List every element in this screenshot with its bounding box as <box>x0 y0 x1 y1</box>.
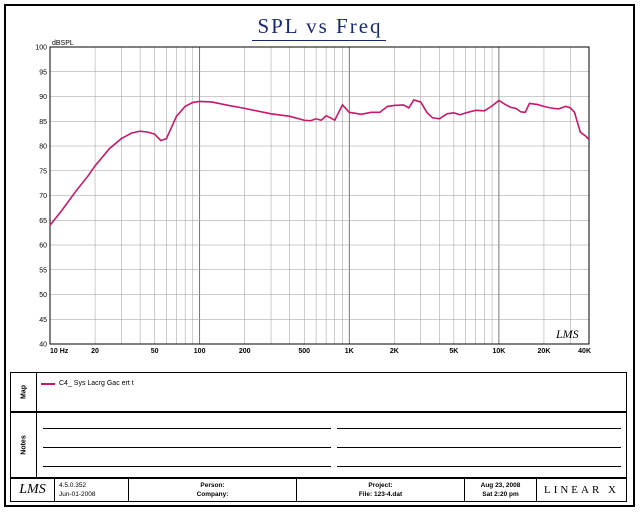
x-tick-label: 5K <box>449 348 458 355</box>
footer-version-cell: 4.5.0.352 Jun-01-2008 <box>55 479 129 501</box>
x-tick-label: 200 <box>239 348 251 355</box>
y-tick-label: 50 <box>39 292 47 299</box>
y-tick-labels: 40 45 50 55 60 65 70 75 80 85 90 95 100 <box>35 45 47 349</box>
x-tick-label: 500 <box>298 348 310 355</box>
legend-entry: C4_ Sys Lacrg Gac ert t <box>41 380 134 387</box>
footer-company: Company: <box>196 491 229 498</box>
map-panel: Map C4_ Sys Lacrg Gac ert t <box>10 372 627 412</box>
footer-project: Project: <box>368 482 393 489</box>
y-tick-label: 40 <box>39 342 47 349</box>
y-tick-label: 90 <box>39 94 47 101</box>
footer-brand-cell: LINEAR X <box>537 479 626 501</box>
y-tick-label: 80 <box>39 144 47 151</box>
y-tick-label: 60 <box>39 243 47 250</box>
footer-project-cell: Project: File: 123-4.dat <box>297 479 465 501</box>
x-tick-label: 10 Hz <box>50 348 69 355</box>
note-line <box>43 466 331 467</box>
x-tick-label: 20K <box>538 348 551 355</box>
x-tick-label: 1K <box>345 348 354 355</box>
y-tick-label: 75 <box>39 168 47 175</box>
lms-watermark: LMS <box>555 327 579 341</box>
x-tick-label: 40K <box>578 348 591 355</box>
footer-logo: LMS <box>19 482 46 497</box>
x-tick-label: 10K <box>492 348 505 355</box>
notes-panel: Notes <box>10 412 627 478</box>
footer-time: Sat 2:20 pm <box>482 491 519 498</box>
footer-date-cell: Aug 23, 2008 Sat 2:20 pm <box>465 479 537 501</box>
footer-version: 4.5.0.352 <box>59 482 87 489</box>
y-tick-label: 65 <box>39 218 47 225</box>
x-tick-label: 2K <box>390 348 399 355</box>
x-tick-label: 20 <box>91 348 99 355</box>
note-line <box>337 466 621 467</box>
note-line <box>337 428 621 429</box>
x-tick-labels: 10 Hz 20 50 100 200 500 1K 2K 5K 10K 20K 40K <box>50 348 591 355</box>
note-line <box>337 447 621 448</box>
footer-person: Person: <box>200 482 225 489</box>
chart-grid <box>49 46 590 345</box>
y-tick-label: 95 <box>39 69 47 76</box>
map-side-label: Map <box>11 373 37 411</box>
notes-side-label: Notes <box>11 413 37 477</box>
footer-logo-cell: LMS <box>11 479 55 501</box>
x-tick-label: 50 <box>151 348 159 355</box>
y-axis-label: dBSPL <box>52 40 74 47</box>
chart-title: SPL vs Freq <box>257 14 383 38</box>
bottom-panel: Map C4_ Sys Lacrg Gac ert t Notes LMS 4.… <box>10 372 627 502</box>
spl-curve <box>49 99 590 226</box>
spl-chart: 40 45 50 55 60 65 70 75 80 85 90 95 100 10 Hz 20 50 100… <box>35 40 591 355</box>
footer-version-date: Jun-01-2008 <box>59 491 96 498</box>
footer-file: File: 123-4.dat <box>358 491 403 498</box>
footer-brand: LINEAR X <box>543 484 620 496</box>
footer-date: Aug 23, 2008 <box>480 482 521 489</box>
legend-label: C4_ Sys Lacrg Gac ert t <box>59 380 134 387</box>
y-tick-label: 100 <box>35 45 47 52</box>
y-tick-label: 85 <box>39 119 47 126</box>
note-line <box>43 428 331 429</box>
footer-bar: LMS 4.5.0.352 Jun-01-2008 Person: Compan… <box>10 478 627 502</box>
legend-swatch <box>41 382 55 385</box>
y-tick-label: 45 <box>39 317 47 324</box>
footer-person-cell: Person: Company: <box>129 479 297 501</box>
title-underline <box>252 40 386 41</box>
y-tick-label: 70 <box>39 193 47 200</box>
x-tick-label: 100 <box>194 348 206 355</box>
note-line <box>43 447 331 448</box>
plot-frame <box>49 46 590 345</box>
y-tick-label: 55 <box>39 267 47 274</box>
